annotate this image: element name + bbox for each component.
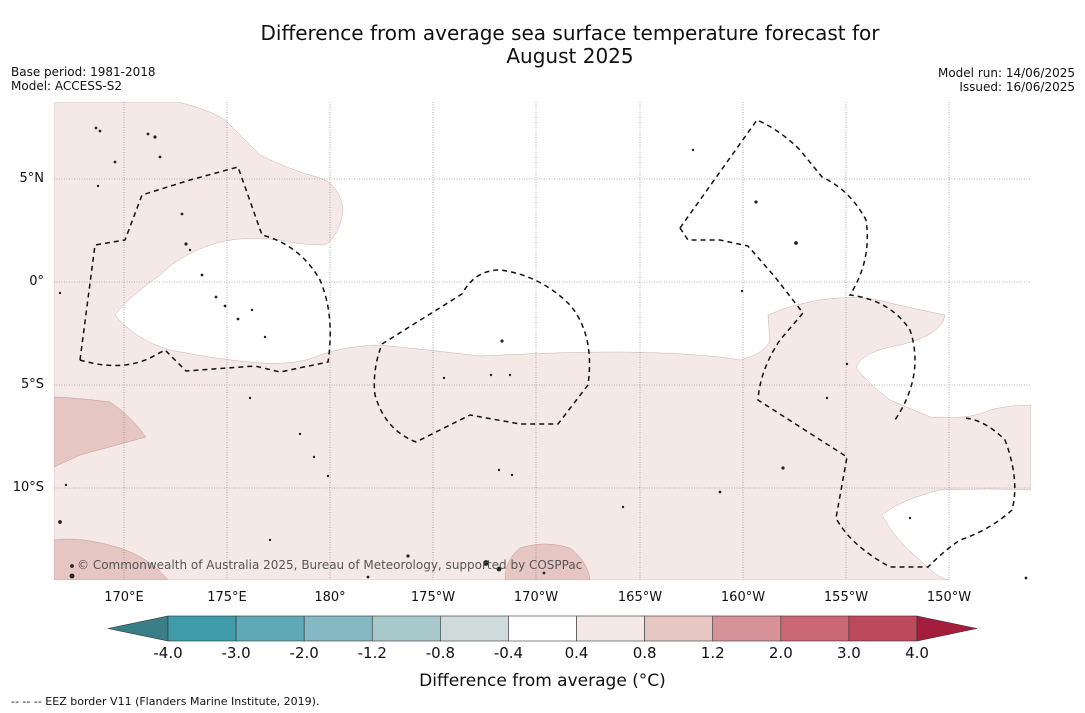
lat-label: 5°S	[20, 377, 44, 392]
anomaly-medium-warm-sw	[54, 538, 169, 580]
eez-border-east-lower	[679, 227, 1016, 568]
colorbar	[107, 615, 978, 642]
colorbar-segment	[303, 615, 373, 642]
eez-borders	[79, 119, 1016, 568]
copyright-credit: © Commonwealth of Australia 2025, Bureau…	[77, 558, 583, 572]
lon-label: 170°E	[104, 590, 144, 605]
colorbar-segment	[780, 615, 850, 642]
eez-legend-footnote: -- -- -- EEZ border V11 (Flanders Marine…	[11, 695, 320, 708]
anomaly-field	[54, 102, 1031, 580]
meta-left: Base period: 1981-2018 Model: ACCESS-S2	[11, 65, 156, 93]
colorbar-segment	[644, 615, 714, 642]
colorbar-tick-label: -1.2	[357, 644, 387, 662]
graticule	[54, 102, 1031, 580]
meta-right: Model run: 14/06/2025 Issued: 16/06/2025	[938, 66, 1075, 94]
anomaly-medium-warm-south	[504, 543, 591, 580]
model-run-text: Model run: 14/06/2025	[937, 66, 1075, 80]
colorbar-segment	[371, 615, 441, 642]
eez-border-central	[373, 269, 591, 443]
colorbar-segment	[576, 615, 645, 642]
lat-label: 0°	[29, 274, 44, 289]
colorbar-tick-label: -0.8	[425, 644, 455, 662]
lon-label: 180°	[314, 590, 346, 605]
colorbar-tick-label: 4.0	[905, 644, 929, 662]
lon-label: 175°W	[410, 590, 456, 605]
colorbar-over-arrow	[916, 615, 978, 642]
colorbar-tick-label: -3.0	[221, 644, 251, 662]
lon-label: 165°W	[617, 590, 663, 605]
map-title-line1: Difference from average sea surface temp…	[260, 21, 880, 45]
colorbar-segment	[440, 615, 509, 642]
colorbar-title: Difference from average (°C)	[419, 671, 666, 691]
colorbar-segment	[167, 615, 237, 642]
colorbar-tick-label: 0.8	[632, 644, 657, 662]
colorbar-tick-label: 0.4	[564, 644, 589, 662]
colorbar-tick-label: 2.0	[768, 644, 793, 662]
lat-label: 5°N	[19, 171, 45, 186]
base-period-text: Base period: 1981-2018	[11, 65, 156, 79]
lon-label: 175°E	[207, 590, 247, 605]
anomaly-medium-warm-west	[54, 396, 147, 468]
map-title: Difference from average sea surface temp…	[0, 22, 1085, 68]
colorbar-tick-label: 1.2	[700, 644, 725, 662]
lon-label: 160°W	[720, 590, 766, 605]
anomaly-light-warm	[54, 102, 1031, 580]
island-markers	[58, 126, 1028, 580]
lon-label: 155°W	[823, 590, 869, 605]
colorbar-tick-label: -2.0	[289, 644, 319, 662]
colorbar-tick-label: 3.0	[836, 644, 861, 662]
lon-label: 150°W	[926, 590, 972, 605]
colorbar-segment	[712, 615, 782, 642]
colorbar-segment	[508, 615, 577, 642]
eez-border-east	[679, 119, 916, 421]
colorbar-under-arrow	[107, 615, 169, 642]
lat-label: 10°S	[12, 480, 44, 495]
colorbar-tick-label: -0.4	[493, 644, 524, 662]
colorbar-segment	[235, 615, 305, 642]
model-text: Model: ACCESS-S2	[11, 79, 123, 93]
colorbar-segment	[848, 615, 918, 642]
colorbar-tick-label: -4.0	[153, 644, 183, 662]
issued-text: Issued: 16/06/2025	[959, 80, 1075, 94]
map-title-line2: August 2025	[506, 44, 634, 68]
lon-label: 170°W	[513, 590, 559, 605]
eez-border-west	[79, 166, 331, 373]
